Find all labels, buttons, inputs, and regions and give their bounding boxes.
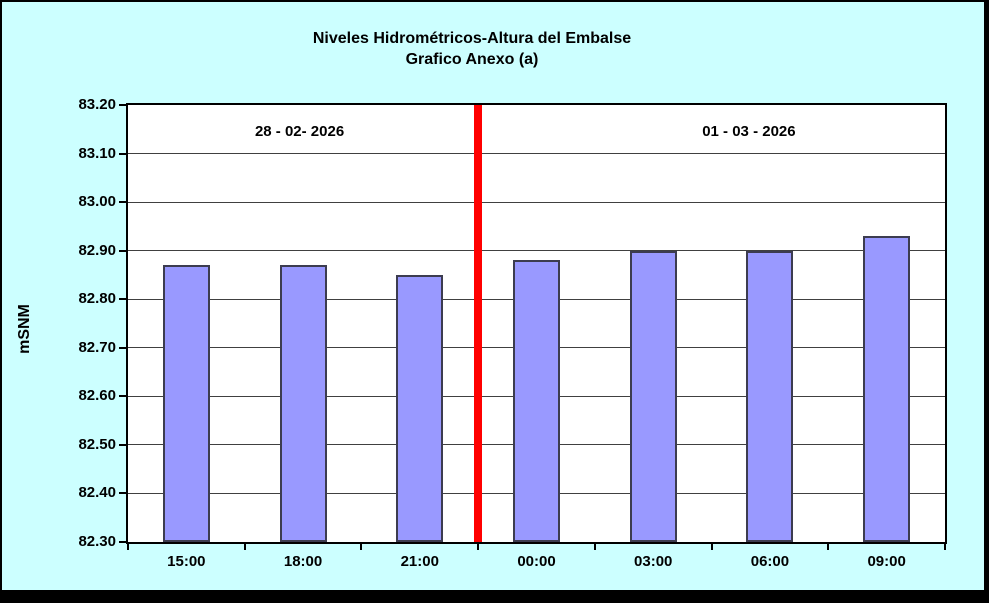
y-tick-label: 83.20 [78,96,116,113]
x-tick-mark [944,544,946,550]
bar [279,265,327,542]
date-annotation-right: 01 - 03 - 2026 [702,123,796,140]
chart-window: Niveles Hidrométricos-Altura del Embalse… [2,2,984,590]
y-tick-mark [119,492,127,495]
y-tick-label: 82.80 [78,290,116,308]
y-tick-label: 82.50 [78,435,116,453]
y-tick-mark [119,443,127,446]
y-tick-mark [119,249,127,252]
x-tick-mark [827,544,830,550]
y-tick-label: 82.60 [78,387,116,405]
date-annotation-left: 28 - 02- 2026 [254,123,345,140]
x-tick-label: 21:00 [400,553,439,570]
x-tick-label: 06:00 [750,553,790,570]
bar [746,250,794,542]
bar [513,260,560,542]
bar [162,265,210,542]
y-tick-label: 83.00 [78,193,116,211]
x-tick-label: 03:00 [634,553,673,570]
gridline [128,201,945,203]
y-tick-label: 83.10 [78,144,116,162]
plot-area: 28 - 02- 2026 01 - 03 - 2026 [126,103,947,544]
y-tick-mark [119,201,127,204]
x-tick-mark [243,544,246,550]
y-tick-label: 82.70 [78,338,116,356]
y-tick-mark [119,298,127,301]
y-tick-label: 82.40 [78,484,116,502]
chart-title-line2: Grafico Anexo (a) [405,51,539,68]
bar [629,250,677,542]
x-tick-label: 18:00 [283,553,323,570]
gridline [128,153,945,155]
x-tick-label: 09:00 [867,553,906,570]
x-tick-mark [593,544,596,550]
x-tick-mark [127,544,129,550]
chart-title-line1: Niveles Hidrométricos-Altura del Embalse [312,30,632,47]
y-tick-mark [119,541,127,543]
gridline [128,250,945,252]
y-tick-label: 82.30 [78,533,116,550]
y-tick-label: 82.90 [78,241,116,259]
divider-line [474,105,483,542]
x-tick-mark [360,544,363,550]
x-tick-mark [477,544,480,550]
y-tick-mark [119,104,127,106]
y-tick-mark [119,152,127,155]
y-tick-mark [119,346,127,349]
bar [396,274,444,542]
x-tick-label: 15:00 [167,553,206,570]
x-tick-label: 00:00 [517,553,556,570]
y-tick-mark [119,395,127,398]
bar [863,236,911,542]
chart-title: Niveles Hidrométricos-Altura del Embalse… [2,28,942,70]
x-tick-mark [710,544,713,550]
